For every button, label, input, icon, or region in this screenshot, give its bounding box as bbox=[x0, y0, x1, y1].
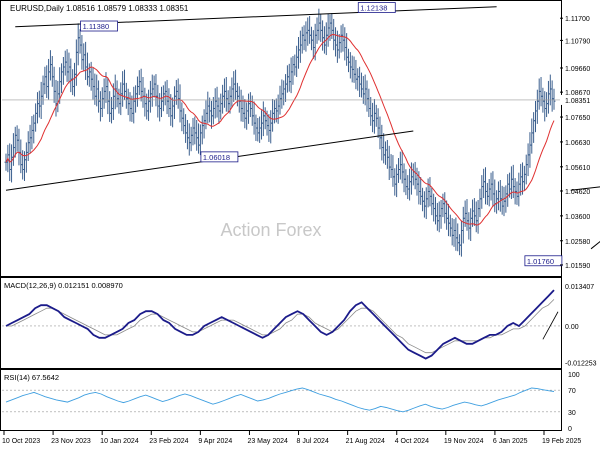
macd-tick-label: 0.00 bbox=[565, 324, 579, 331]
symbol-label: EURUSD,Daily bbox=[10, 4, 64, 13]
price-tick-label: 1.01590 bbox=[565, 263, 590, 270]
level-label-box bbox=[80, 20, 118, 32]
price-tick-label: 1.10790 bbox=[565, 38, 590, 45]
macd-axis: 0.013407 0.00 -0.012253 bbox=[565, 284, 597, 367]
ohlc-label: 1.08516 1.08579 1.08333 1.08351 bbox=[66, 4, 189, 13]
price-tick-label: 1.07650 bbox=[565, 115, 590, 122]
price-tick-label: 1.02580 bbox=[565, 239, 590, 246]
level-label: 1.11380 bbox=[83, 22, 110, 31]
macd-plot bbox=[2, 289, 560, 360]
price-tick-label: 1.11700 bbox=[565, 16, 590, 23]
price-axis: 1.11700 1.10790 1.09660 1.08670 1.07650 1.066… bbox=[2, 16, 599, 270]
rsi-axis: 100 70 30 0 bbox=[568, 372, 580, 433]
current-price-box bbox=[561, 94, 599, 105]
rsi-title: RSI(14) 67.5642 bbox=[4, 373, 59, 382]
level-label: 1.12138 bbox=[360, 4, 387, 13]
time-tick-label: 10 Jan 2024 bbox=[100, 438, 139, 445]
level-label: 1.01760 bbox=[527, 257, 554, 266]
watermark: Action Forex bbox=[220, 220, 321, 240]
time-tick-label: 8 Jul 2024 bbox=[297, 438, 329, 445]
time-tick-label: 4 Oct 2024 bbox=[395, 438, 429, 445]
level-label-box bbox=[524, 255, 563, 267]
price-tick-label: 1.09660 bbox=[565, 66, 590, 73]
level-label: 1.06018 bbox=[203, 153, 230, 162]
time-tick-label: 23 Feb 2024 bbox=[149, 438, 188, 445]
rsi-plot bbox=[2, 387, 560, 413]
time-tick-label: 21 Aug 2024 bbox=[346, 438, 385, 445]
flag-top-line bbox=[570, 186, 600, 191]
macd-trendline bbox=[542, 311, 559, 340]
price-panel-frame bbox=[0, 0, 562, 277]
macd-line bbox=[5, 289, 555, 360]
price-tick-label: 1.04620 bbox=[565, 189, 590, 196]
moving-average-polyline bbox=[5, 33, 555, 226]
price-annotations: 1.11380 1.12138 1.06018 1.01760 bbox=[80, 2, 563, 267]
price-tick-label: 1.08670 bbox=[565, 90, 590, 97]
rsi-tick-label: 0 bbox=[568, 426, 572, 433]
time-tick-label: 10 Oct 2023 bbox=[2, 438, 40, 445]
price-tick-label: 1.06630 bbox=[565, 140, 590, 147]
price-tick-label: 1.03600 bbox=[565, 214, 590, 221]
time-tick-label: 19 Nov 2024 bbox=[444, 438, 484, 445]
macd-title: MACD(12,26,9) 0.012151 0.008970 bbox=[4, 281, 123, 290]
current-price-label: 1.08351 bbox=[565, 98, 590, 105]
price-tick-label: 1.05610 bbox=[565, 165, 590, 172]
time-axis: 10 Oct 2023 23 Nov 2023 10 Jan 2024 23 Feb … bbox=[2, 431, 581, 445]
rsi-tick-label: 30 bbox=[568, 410, 576, 417]
rsi-line bbox=[5, 387, 555, 413]
rsi-tick-label: 70 bbox=[568, 388, 576, 395]
rsi-panel-frame bbox=[0, 369, 562, 431]
time-tick-label: 23 May 2024 bbox=[247, 438, 288, 445]
macd-tick-label: 0.013407 bbox=[565, 284, 594, 291]
level-label-box bbox=[357, 2, 396, 13]
time-tick-label: 9 Apr 2024 bbox=[198, 438, 232, 445]
time-tick-label: 19 Feb 2025 bbox=[542, 438, 581, 445]
time-tick-label: 23 Nov 2023 bbox=[51, 438, 91, 445]
macd-tick-label: -0.012253 bbox=[565, 360, 597, 367]
level-label-box bbox=[200, 151, 239, 163]
flag-bottom-line bbox=[590, 240, 600, 250]
rsi-tick-label: 100 bbox=[568, 372, 580, 379]
time-tick-label: 6 Jan 2025 bbox=[493, 438, 528, 445]
moving-average-line bbox=[5, 33, 555, 226]
